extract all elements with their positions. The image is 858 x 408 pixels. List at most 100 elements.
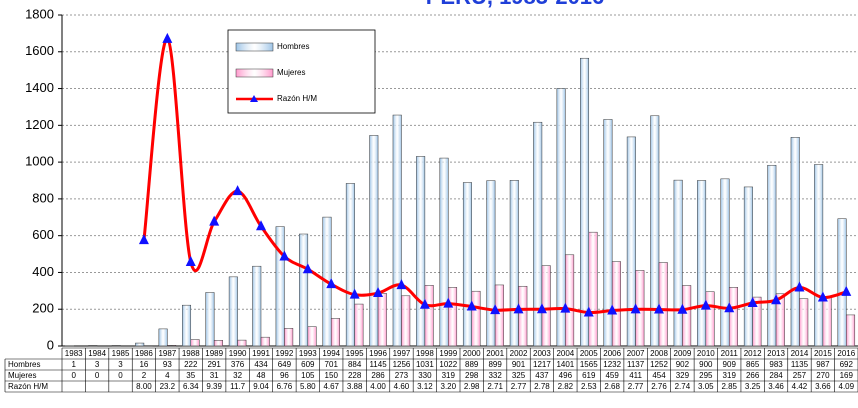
bar [494, 284, 504, 347]
bar [401, 295, 411, 347]
table-value: 2.77 [628, 382, 644, 391]
bar [471, 290, 481, 347]
marker [185, 256, 196, 267]
bar [284, 328, 294, 347]
table-value: 376 [231, 360, 245, 369]
legend-swatch [235, 42, 274, 52]
x-tick-label: 1991 [252, 349, 270, 358]
bar [846, 314, 856, 347]
x-tick-label: 1983 [65, 349, 83, 358]
marker [560, 302, 571, 313]
table-value: 2.85 [721, 382, 737, 391]
bar [330, 318, 340, 347]
bar [556, 88, 566, 347]
table-value: 5.80 [300, 382, 316, 391]
table-value: 169 [840, 371, 854, 380]
x-tick-label: 1989 [205, 349, 223, 358]
table-value: 1232 [603, 360, 621, 369]
marker [279, 250, 290, 261]
bar [650, 115, 660, 347]
table-value: 4 [165, 371, 170, 380]
x-tick-label: 1999 [439, 349, 457, 358]
table-value: 329 [676, 371, 690, 380]
bar [822, 296, 832, 347]
legend-marker [250, 95, 258, 102]
table-value: 3.05 [698, 382, 714, 391]
bar [509, 180, 519, 347]
table-value: 6.76 [277, 382, 293, 391]
table-value: 266 [746, 371, 760, 380]
table-value: 273 [395, 371, 409, 380]
x-tick-label: 1988 [182, 349, 200, 358]
table-value: 319 [442, 371, 456, 380]
bar [814, 164, 824, 347]
bar [182, 304, 192, 347]
table-value: 2.82 [558, 382, 574, 391]
bar [790, 137, 800, 347]
x-tick-label: 1987 [158, 349, 176, 358]
table-value: 9.39 [206, 382, 222, 391]
table-value: 1565 [580, 360, 598, 369]
table-value: 332 [488, 371, 502, 380]
x-tick-label: 2000 [463, 349, 481, 358]
marker [232, 185, 243, 196]
table-value: 3.25 [745, 382, 761, 391]
y-tick-label: 200 [32, 301, 54, 316]
table-value: 1137 [627, 360, 645, 369]
table-value: 222 [184, 360, 198, 369]
marker [302, 263, 313, 274]
x-tick-label: 1993 [299, 349, 317, 358]
x-tick-label: 1984 [88, 349, 106, 358]
bar [213, 340, 223, 347]
table-value: 270 [816, 371, 830, 380]
table-value: 3 [118, 360, 123, 369]
bar [88, 345, 98, 347]
bar [448, 287, 458, 347]
bar [837, 218, 847, 347]
marker [138, 234, 149, 245]
table-value: 3 [95, 360, 100, 369]
bar [167, 345, 177, 347]
table-value: 228 [348, 371, 362, 380]
table-value: 884 [348, 360, 362, 369]
table-value: 0 [95, 371, 100, 380]
table-value: 1256 [393, 360, 411, 369]
table-value: 692 [840, 360, 854, 369]
bar [377, 293, 387, 347]
bar [720, 178, 730, 347]
table-value: 3.66 [815, 382, 831, 391]
table-value: 619 [582, 371, 596, 380]
table-value: 31 [210, 371, 219, 380]
bar [228, 276, 238, 347]
table-value: 983 [769, 360, 783, 369]
marker [654, 303, 664, 314]
marker [747, 296, 758, 307]
table-value: 1 [71, 360, 76, 369]
table-value: 411 [629, 371, 642, 380]
table-value: 4.09 [839, 382, 855, 391]
table-value: 701 [325, 360, 339, 369]
marker [209, 215, 220, 226]
table-value: 3.88 [347, 382, 363, 391]
x-tick-label: 1998 [416, 349, 434, 358]
marker [256, 220, 266, 231]
row-label: Mujeres [8, 371, 36, 380]
bar [260, 336, 270, 347]
table-value: 1135 [791, 360, 809, 369]
table-value: 434 [254, 360, 268, 369]
marker [817, 291, 828, 302]
table-value: 9.04 [253, 382, 269, 391]
table-value: 0 [71, 371, 76, 380]
x-tick-label: 2007 [627, 349, 645, 358]
marker [396, 279, 407, 290]
bar [518, 285, 528, 347]
x-tick-label: 1995 [346, 349, 364, 358]
marker [326, 278, 337, 289]
marker [607, 304, 618, 315]
x-tick-label: 2012 [744, 349, 762, 358]
marker [771, 294, 782, 305]
legend-label: Razón H/M [277, 94, 317, 103]
x-tick-label: 2013 [767, 349, 785, 358]
table-value: 1031 [416, 360, 434, 369]
